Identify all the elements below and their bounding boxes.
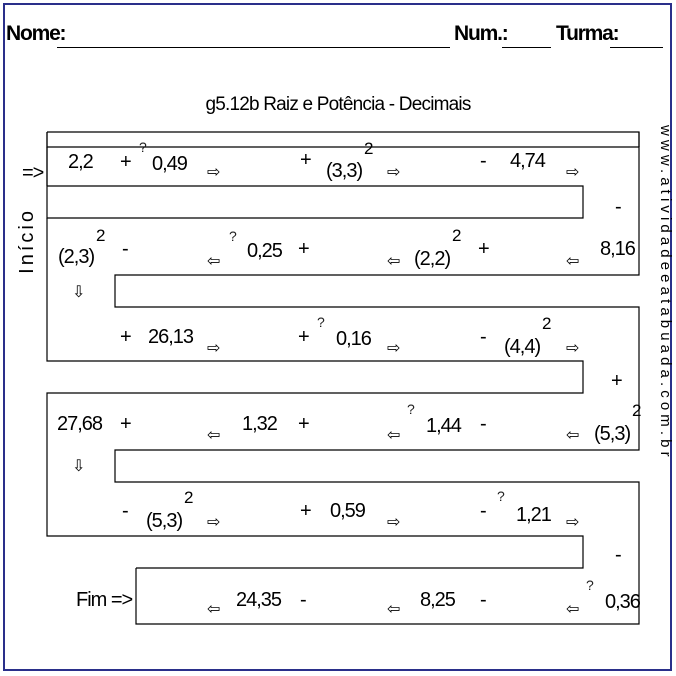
r2-term-4: 8,16: [600, 238, 636, 260]
left-arrow-icon: ⇦: [566, 253, 580, 270]
worksheet-title: g5.12b Raiz e Potência - Decimais: [205, 94, 471, 115]
right-arrow-icon: ⇨: [566, 164, 580, 181]
turn-op-1: -: [615, 196, 622, 218]
r4-term-3: 1,44: [426, 415, 462, 437]
right-arrow-icon: ⇨: [566, 514, 580, 531]
exponent-2: 2: [632, 401, 642, 420]
r2-op-3: +: [478, 238, 490, 260]
r4-term-4: (5,3): [594, 423, 631, 445]
radical-icon: ?: [586, 577, 594, 593]
right-arrow-icon: ⇨: [207, 514, 221, 531]
down-arrow-icon: ⇩: [72, 284, 86, 301]
r1-op-2: +: [300, 149, 312, 171]
r1-op-3: -: [480, 150, 487, 172]
name-field[interactable]: [57, 47, 450, 48]
down-arrow-icon: ⇩: [72, 458, 86, 475]
left-arrow-icon: ⇦: [207, 601, 221, 618]
page-frame: [3, 3, 672, 671]
r4-op-3: -: [480, 413, 487, 435]
r5-op-2: +: [300, 500, 312, 522]
left-arrow-icon: ⇦: [566, 427, 580, 444]
turn-op-5: -: [615, 544, 622, 566]
r2-term-3: (2,2): [414, 248, 451, 270]
turma-field[interactable]: [610, 47, 663, 48]
exponent-2: 2: [452, 226, 462, 245]
r1-term-2: 0,49: [152, 153, 188, 175]
radical-icon: ?: [139, 139, 147, 155]
right-arrow-icon: ⇨: [207, 340, 221, 357]
r2-op-1: -: [122, 238, 129, 260]
right-arrow-icon: ⇨: [387, 340, 401, 357]
r6-term-1: 24,35: [236, 589, 282, 611]
r2-op-2: +: [298, 238, 310, 260]
right-arrow-icon: ⇨: [207, 164, 221, 181]
radical-icon: ?: [317, 314, 325, 330]
r1-op-1: +: [120, 151, 132, 173]
radical-icon: ?: [407, 401, 415, 417]
r3-op-2: +: [298, 326, 310, 348]
exponent-2: 2: [364, 139, 374, 158]
name-label: Nome:: [6, 22, 67, 45]
r2-term-2: 0,25: [247, 240, 283, 262]
exponent-2: 2: [184, 488, 194, 507]
left-arrow-icon: ⇦: [207, 253, 221, 270]
num-field[interactable]: [502, 47, 551, 48]
start-arrow: =>: [22, 162, 44, 184]
r3-op-3: -: [480, 326, 487, 348]
r5-term-2: 0,59: [330, 500, 366, 522]
end-label: Fim =>: [76, 589, 133, 611]
left-arrow-icon: ⇦: [207, 427, 221, 444]
inicio-label: Início: [16, 208, 38, 274]
r4-op-2: +: [298, 413, 310, 435]
r1-term-4: 4,74: [510, 150, 546, 172]
r3-term-2: 0,16: [336, 328, 372, 350]
right-arrow-icon: ⇨: [387, 164, 401, 181]
r1-term-1: 2,2: [68, 151, 94, 173]
r4-term-2: 1,32: [242, 413, 278, 435]
exponent-2: 2: [542, 314, 552, 333]
r5-term-3: 1,21: [516, 504, 552, 526]
num-label: Num.:: [454, 22, 509, 45]
left-arrow-icon: ⇦: [566, 601, 580, 618]
left-arrow-icon: ⇦: [387, 601, 401, 618]
radical-icon: ?: [229, 228, 237, 244]
r4-op-1: +: [120, 413, 132, 435]
r6-term-2: 8,25: [420, 589, 456, 611]
turn-op-3: +: [611, 370, 623, 392]
r4-term-1: 27,68: [57, 413, 103, 435]
r6-op-2: -: [480, 589, 487, 611]
r3-op-1: +: [120, 326, 132, 348]
right-arrow-icon: ⇨: [387, 514, 401, 531]
r2-term-1: (2,3): [58, 246, 95, 268]
left-arrow-icon: ⇦: [387, 253, 401, 270]
r5-op-3: -: [480, 500, 487, 522]
right-arrow-icon: ⇨: [566, 340, 580, 357]
r6-term-3: 0,36: [605, 591, 641, 613]
r5-op-1: -: [122, 500, 129, 522]
exponent-2: 2: [96, 226, 106, 245]
r3-term-1: 26,13: [148, 326, 194, 348]
r5-term-1: (5,3): [146, 510, 183, 532]
r3-term-3: (4,4): [504, 336, 541, 358]
left-arrow-icon: ⇦: [387, 427, 401, 444]
r6-op-1: -: [300, 589, 307, 611]
radical-icon: ?: [497, 488, 505, 504]
turma-label: Turma:: [556, 22, 620, 45]
r1-term-3: (3,3): [326, 160, 363, 182]
website-url: www.atividadeeatabuada.com.br: [657, 125, 674, 461]
